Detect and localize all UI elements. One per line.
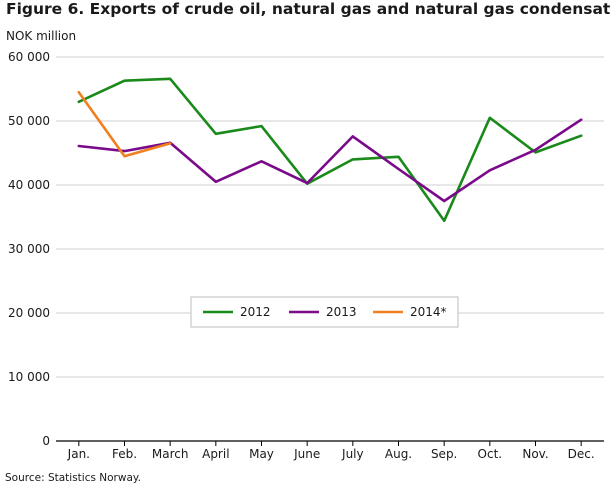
y-axis-ticks: 0 10 000 20 000 30 000 40 000 50 000 60 000: [8, 50, 50, 448]
y-axis-unit-label: NOK million: [6, 29, 77, 43]
series-lines: [77, 77, 583, 223]
x-tick-label: Feb.: [112, 447, 137, 461]
y-tick-label: 0: [42, 434, 50, 448]
y-tick-label: 20 000: [8, 306, 50, 320]
gridlines: [56, 56, 604, 442]
chart-title: Figure 6. Exports of crude oil, natural …: [6, 0, 610, 18]
x-axis-ticks: Jan. Feb. March April May June July Aug. Sep. Oct…: [67, 441, 595, 461]
x-tick-label: Oct.: [478, 447, 503, 461]
x-tick-label: Jan.: [67, 447, 90, 461]
series-line-2014: [77, 90, 172, 158]
x-tick-label: July: [341, 447, 364, 461]
x-tick-label: Dec.: [568, 447, 595, 461]
legend: 2012 2013 2014*: [190, 296, 459, 328]
y-tick-label: 50 000: [8, 114, 50, 128]
x-tick-label: June: [293, 447, 320, 461]
y-tick-label: 60 000: [8, 50, 50, 64]
legend-label: 2014*: [410, 305, 447, 319]
series-line-2012: [77, 77, 583, 223]
x-tick-label: April: [202, 447, 229, 461]
x-tick-label: Aug.: [385, 447, 412, 461]
x-tick-label: Nov.: [522, 447, 548, 461]
source-note: Source: Statistics Norway.: [5, 472, 141, 484]
legend-label: 2013: [326, 305, 357, 319]
x-tick-label: May: [249, 447, 274, 461]
x-tick-label: Sep.: [431, 447, 457, 461]
y-tick-label: 30 000: [8, 242, 50, 256]
x-tick-label: March: [152, 447, 189, 461]
series-line-2013: [77, 118, 583, 203]
legend-box: [190, 296, 459, 328]
legend-label: 2012: [240, 305, 271, 319]
y-tick-label: 40 000: [8, 178, 50, 192]
y-tick-label: 10 000: [8, 370, 50, 384]
